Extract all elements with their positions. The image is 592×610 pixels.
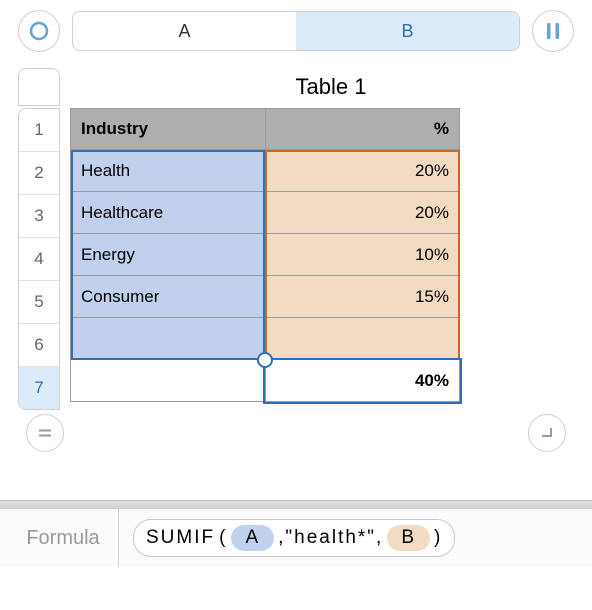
formula-fn-name: SUMIF	[146, 527, 215, 549]
row-head-6[interactable]: 6	[19, 324, 59, 367]
sheet-area: 1 2 3 4 5 6 7 Table 1 Industry % Health …	[0, 62, 592, 402]
column-b-tab[interactable]: B	[296, 12, 519, 50]
cell-b5[interactable]: 15%	[265, 276, 460, 318]
formula-bar: Formula SUMIF ( A ,"health*", B )	[0, 509, 592, 567]
cell-a2[interactable]: Health	[71, 150, 266, 192]
cell-a5[interactable]: Consumer	[71, 276, 266, 318]
row-head-2[interactable]: 2	[19, 152, 59, 195]
paren-close: )	[434, 527, 442, 549]
equals-icon[interactable]	[26, 414, 64, 452]
table-block: Table 1 Industry % Health 20% Healthcare…	[70, 62, 592, 402]
formula-literal: ,"health*",	[278, 527, 383, 549]
data-table: Industry % Health 20% Healthcare 20% Ene…	[70, 108, 460, 402]
table-row: Consumer 15%	[71, 276, 460, 318]
col-header-industry[interactable]: Industry	[71, 109, 266, 150]
cell-a6[interactable]	[71, 318, 266, 360]
cell-a7[interactable]	[71, 360, 266, 402]
table-row: 40%	[71, 360, 460, 402]
formula-arg-b[interactable]: B	[387, 525, 430, 551]
row-head-3[interactable]: 3	[19, 195, 59, 238]
row-head-7[interactable]: 7	[19, 367, 59, 409]
row-head-5[interactable]: 5	[19, 281, 59, 324]
table-header-row: Industry %	[71, 109, 460, 150]
cell-b3[interactable]: 20%	[265, 192, 460, 234]
column-selector: A B	[72, 11, 520, 51]
cell-a4[interactable]: Energy	[71, 234, 266, 276]
mid-icons	[0, 402, 592, 460]
cell-b2[interactable]: 20%	[265, 150, 460, 192]
formula-arg-a[interactable]: A	[231, 525, 274, 551]
cell-b4[interactable]: 10%	[265, 234, 460, 276]
row-head-1[interactable]: 1	[19, 109, 59, 152]
cell-b6[interactable]	[265, 318, 460, 360]
formula-chip[interactable]: SUMIF ( A ,"health*", B )	[133, 519, 455, 557]
formula-label: Formula	[8, 509, 119, 567]
top-bar: A B	[0, 0, 592, 62]
formula-body[interactable]: SUMIF ( A ,"health*", B )	[119, 519, 584, 557]
col-header-pct[interactable]: %	[265, 109, 460, 150]
table-row: Healthcare 20%	[71, 192, 460, 234]
cell-b7[interactable]: 40%	[265, 360, 460, 402]
ring-icon[interactable]	[18, 10, 60, 52]
corner-cell[interactable]	[18, 68, 60, 106]
table-title: Table 1	[70, 68, 592, 108]
table-row: Health 20%	[71, 150, 460, 192]
pause-icon[interactable]	[532, 10, 574, 52]
column-a-tab[interactable]: A	[73, 12, 296, 50]
cell-a3[interactable]: Healthcare	[71, 192, 266, 234]
row-head-4[interactable]: 4	[19, 238, 59, 281]
table-row	[71, 318, 460, 360]
paren-open: (	[219, 527, 227, 549]
return-icon[interactable]	[528, 414, 566, 452]
keyboard-divider	[0, 500, 592, 509]
table-row: Energy 10%	[71, 234, 460, 276]
row-headers: 1 2 3 4 5 6 7	[18, 108, 60, 410]
